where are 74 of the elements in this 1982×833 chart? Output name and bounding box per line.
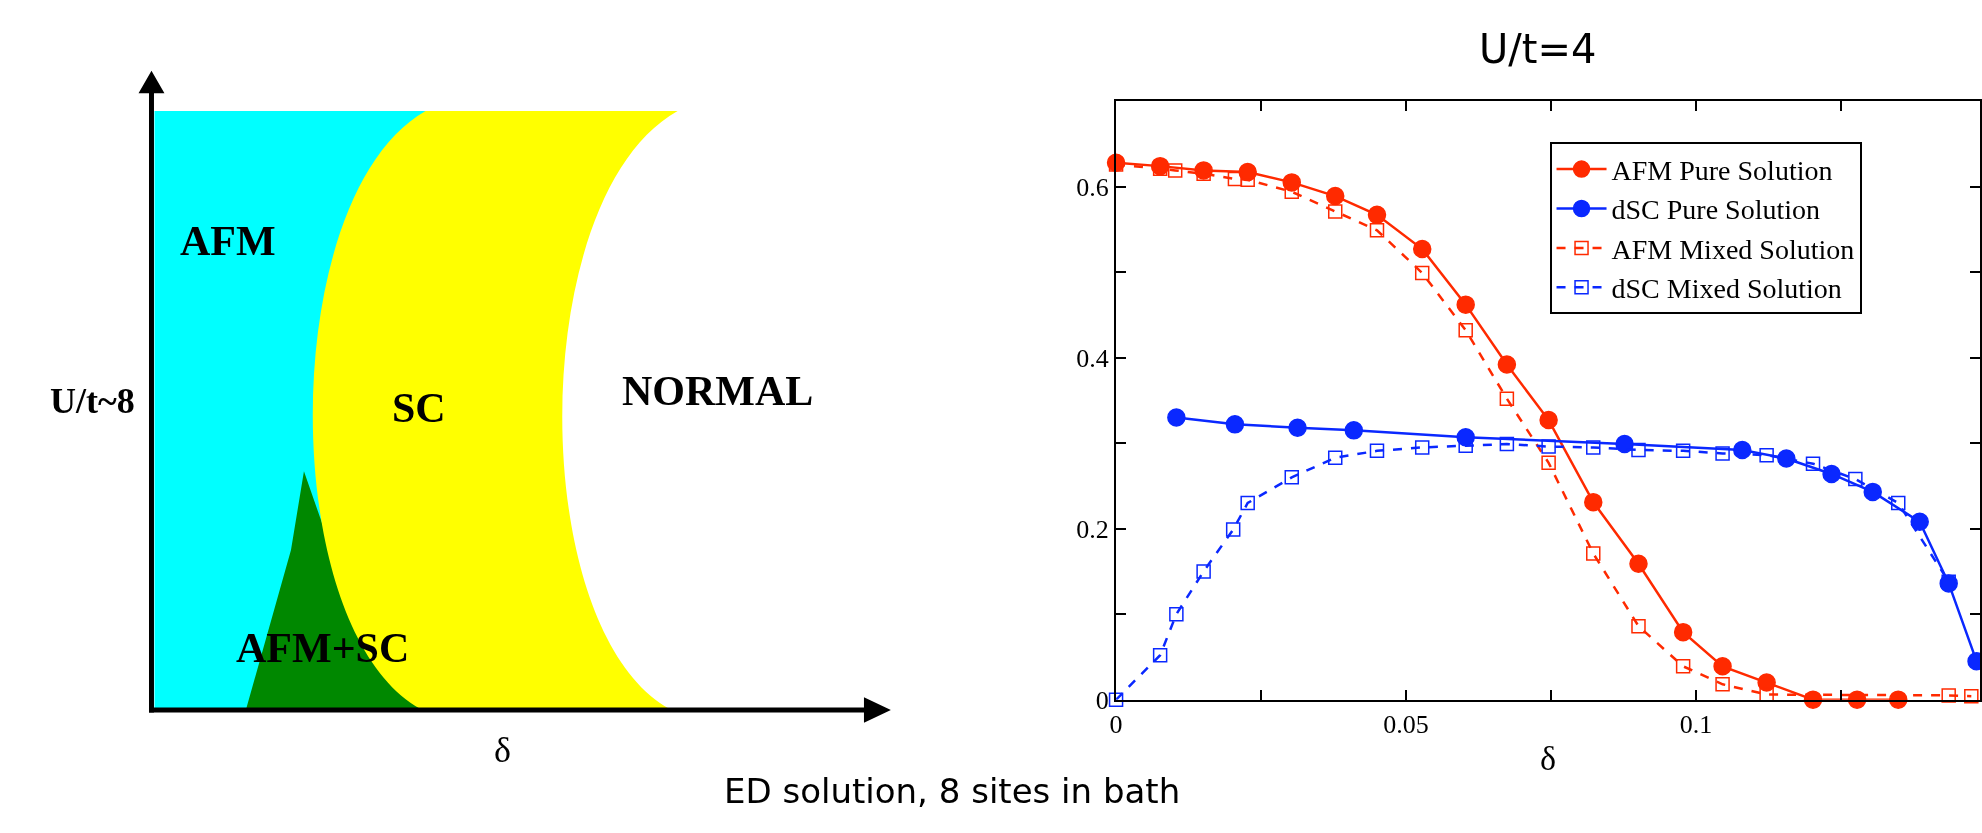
point (1367, 205, 1387, 225)
point (1891, 495, 1906, 511)
point (1167, 408, 1186, 427)
point (1805, 456, 1821, 471)
text: ED solution, 8 sites in bath (724, 771, 1181, 811)
point (1673, 622, 1693, 642)
point (1941, 688, 1956, 703)
legend-label: AFM Mixed Solution (1611, 233, 1855, 265)
point (1458, 323, 1473, 338)
point (1152, 647, 1168, 663)
point (1414, 265, 1430, 281)
y-tick-label: 0.2 (1076, 514, 1109, 544)
legend-label: AFM Pure Solution (1611, 155, 1833, 187)
y-tick-label: 0 (1095, 685, 1109, 715)
text: AFM (180, 218, 276, 264)
point (1240, 495, 1255, 511)
legend-label: dSC Mixed Solution (1611, 273, 1842, 305)
point (1822, 464, 1841, 484)
point (1541, 455, 1556, 471)
point (1863, 482, 1882, 502)
text: NORMAL (622, 368, 814, 414)
point (1499, 436, 1515, 452)
point (1288, 418, 1307, 438)
point (1964, 689, 1979, 704)
point (1586, 440, 1601, 455)
point (1715, 677, 1730, 692)
point (1326, 186, 1345, 206)
x-tick-label: 0.1 (1679, 709, 1713, 739)
x-axis-title: δ (1540, 739, 1557, 777)
y-tick-label: 0.6 (1076, 172, 1109, 202)
point (1227, 171, 1243, 187)
point (1412, 239, 1432, 259)
point (1327, 204, 1343, 219)
point (1196, 564, 1211, 579)
chart-title: U/t=4 (1479, 26, 1597, 72)
point (1541, 439, 1556, 454)
point (1327, 450, 1343, 465)
text: δ (494, 730, 511, 770)
point (1910, 512, 1929, 532)
point (1715, 446, 1730, 461)
point (1759, 447, 1774, 463)
point (1539, 410, 1558, 430)
point (1713, 657, 1732, 676)
point (1284, 470, 1300, 485)
text: U/t~8 (50, 381, 135, 421)
x-tick-label: 0.05 (1383, 709, 1429, 739)
point (1941, 574, 1956, 589)
y-tick-label: 0.4 (1076, 343, 1109, 373)
point (1675, 659, 1691, 674)
point (1584, 492, 1603, 512)
point (1369, 223, 1385, 238)
point (1414, 440, 1430, 455)
point (1282, 173, 1302, 192)
point (1169, 606, 1184, 622)
point (1777, 449, 1796, 468)
point (1108, 157, 1124, 172)
point (1733, 440, 1752, 460)
point (1586, 546, 1601, 561)
point (1225, 522, 1241, 537)
point (1344, 421, 1364, 440)
point (1108, 692, 1124, 707)
point (1167, 163, 1183, 178)
point (1225, 415, 1245, 434)
point (1675, 443, 1691, 459)
point (1369, 443, 1385, 459)
point (1497, 355, 1517, 374)
point (1631, 618, 1646, 634)
point (1456, 295, 1475, 314)
legend-label: dSC Pure Solution (1611, 194, 1821, 226)
point (1499, 391, 1515, 406)
point (1629, 554, 1648, 573)
point (1631, 442, 1646, 458)
text: SC (392, 385, 446, 431)
point (1848, 471, 1863, 487)
